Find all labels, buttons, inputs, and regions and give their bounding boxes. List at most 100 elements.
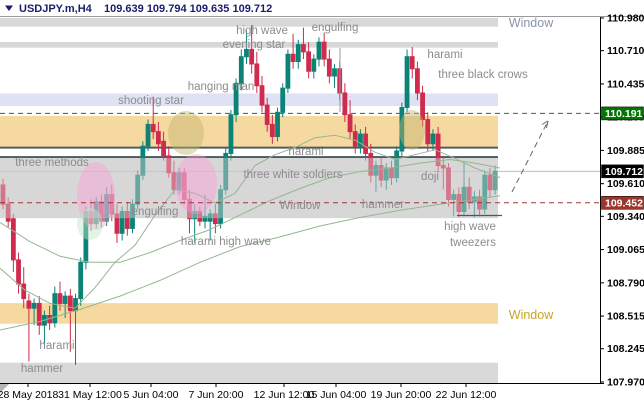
price-axis[interactable]: 110.980110.710110.435110.160109.885109.6… <box>600 13 644 389</box>
candle-body <box>461 186 467 212</box>
window-band <box>0 146 498 149</box>
pattern-label: hammer <box>362 199 404 211</box>
candle-body <box>109 194 115 215</box>
candle-body <box>420 92 425 121</box>
time-tick-label: 28 May 2018 <box>0 389 59 401</box>
title-bar-bg <box>0 0 644 16</box>
candle-body <box>124 210 130 229</box>
ma-slow-line <box>0 195 501 331</box>
pattern-label: harami <box>427 49 462 61</box>
level-lines-back <box>0 112 600 172</box>
pattern-label: hammer <box>21 363 63 375</box>
candle-body <box>202 215 208 222</box>
candle-body <box>264 104 270 125</box>
candle-body <box>295 44 301 63</box>
pattern-label: Window <box>509 16 554 30</box>
chart-ohlc-values: 109.639 109.794 109.635 109.712 <box>104 3 272 15</box>
candle-body <box>187 198 192 220</box>
chart-title-bar: USDJPY.m,H4 109.639 109.794 109.635 109.… <box>0 0 644 17</box>
pattern-label: evening star <box>223 39 286 51</box>
marker-objects <box>0 48 549 393</box>
scroll-corner-icon <box>0 384 9 393</box>
symbol-dropdown-icon[interactable] <box>5 5 13 12</box>
candle-body <box>21 283 27 300</box>
time-tick-label: 5 Jun 04:00 <box>124 389 179 401</box>
pattern-highlight-ellipse <box>77 208 103 240</box>
candle-body <box>269 123 275 138</box>
candle-body <box>5 203 11 222</box>
candle-body <box>62 295 68 304</box>
price-level-badge-value: 109.712 <box>605 166 643 178</box>
pattern-label: harami <box>39 340 74 352</box>
candle-body <box>368 152 374 176</box>
candle-body <box>0 184 6 205</box>
pattern-label: tweezers <box>450 237 496 249</box>
candle-body <box>192 210 198 220</box>
candle-body <box>425 119 431 145</box>
price-level-badge-value: 110.191 <box>605 108 643 120</box>
candle-body <box>238 56 244 84</box>
candle-body <box>446 167 451 200</box>
price-tick-label: 109.610 <box>607 178 644 190</box>
candle-body <box>404 56 410 108</box>
candle-body <box>290 53 296 63</box>
candle-body <box>166 155 172 174</box>
projection-arrow-head <box>541 120 549 129</box>
pattern-label: harami <box>288 146 323 158</box>
pattern-label: engulfing <box>132 206 179 218</box>
candle-body <box>93 201 99 225</box>
candle-body <box>275 111 280 138</box>
pattern-label: Window <box>509 308 554 322</box>
pattern-label: engulfing <box>312 22 359 34</box>
candle-body <box>171 172 177 191</box>
candle-body <box>67 295 73 312</box>
pattern-label: three methods <box>15 157 89 169</box>
candle-body <box>26 300 32 309</box>
pattern-label: harami high wave <box>181 236 271 248</box>
moving-average-layer <box>0 134 501 331</box>
pattern-highlight-ellipse <box>399 110 425 150</box>
pattern-highlight-ellipse <box>175 154 217 214</box>
candle-body <box>130 203 135 229</box>
candle-body <box>259 85 265 106</box>
candle-body <box>487 174 493 191</box>
time-tick-label: 31 May 12:00 <box>58 389 122 401</box>
candle-body <box>181 172 187 200</box>
price-tick-label: 110.435 <box>607 78 644 90</box>
time-tick-label: 15 Jun 04:00 <box>306 389 367 401</box>
candle-body <box>342 92 348 116</box>
candle-body <box>399 106 405 152</box>
time-axis[interactable]: 28 May 2018 31 May 12:00 5 Jun 04:00 7 Jun … <box>0 383 604 402</box>
time-tick-label: 12 Jun 12:00 <box>254 389 315 401</box>
candle-body <box>16 259 21 285</box>
candle-body <box>197 210 203 222</box>
price-tick-label: 110.980 <box>607 13 644 25</box>
candle-body <box>207 213 213 222</box>
candle-body <box>52 293 58 324</box>
candle-body <box>99 201 104 222</box>
candle-body <box>104 194 109 222</box>
candle-body <box>332 68 337 77</box>
chart-symbol-title: USDJPY.m,H4 <box>19 3 93 15</box>
candle-body <box>228 114 234 154</box>
candle-body <box>233 82 239 116</box>
candle-body <box>482 174 488 210</box>
candle-body <box>176 172 182 191</box>
pattern-label: doji <box>421 171 439 183</box>
candle-body <box>156 131 161 145</box>
window-band <box>0 362 498 383</box>
pattern-label: hanging man <box>188 81 255 93</box>
price-tick-label: 108.245 <box>607 343 644 355</box>
candle-body <box>358 133 363 147</box>
candle-body <box>119 210 125 234</box>
candle-body <box>78 261 84 300</box>
price-tick-label: 110.710 <box>607 45 644 57</box>
price-tick-label: 107.970 <box>607 377 644 389</box>
candle-body <box>36 302 42 326</box>
candle-body <box>88 210 94 225</box>
window-gap-bands <box>0 18 498 383</box>
time-tick-label: 7 Jun 20:00 <box>189 389 244 401</box>
pattern-label: three white soldiers <box>243 169 342 181</box>
candle-body <box>316 41 322 60</box>
